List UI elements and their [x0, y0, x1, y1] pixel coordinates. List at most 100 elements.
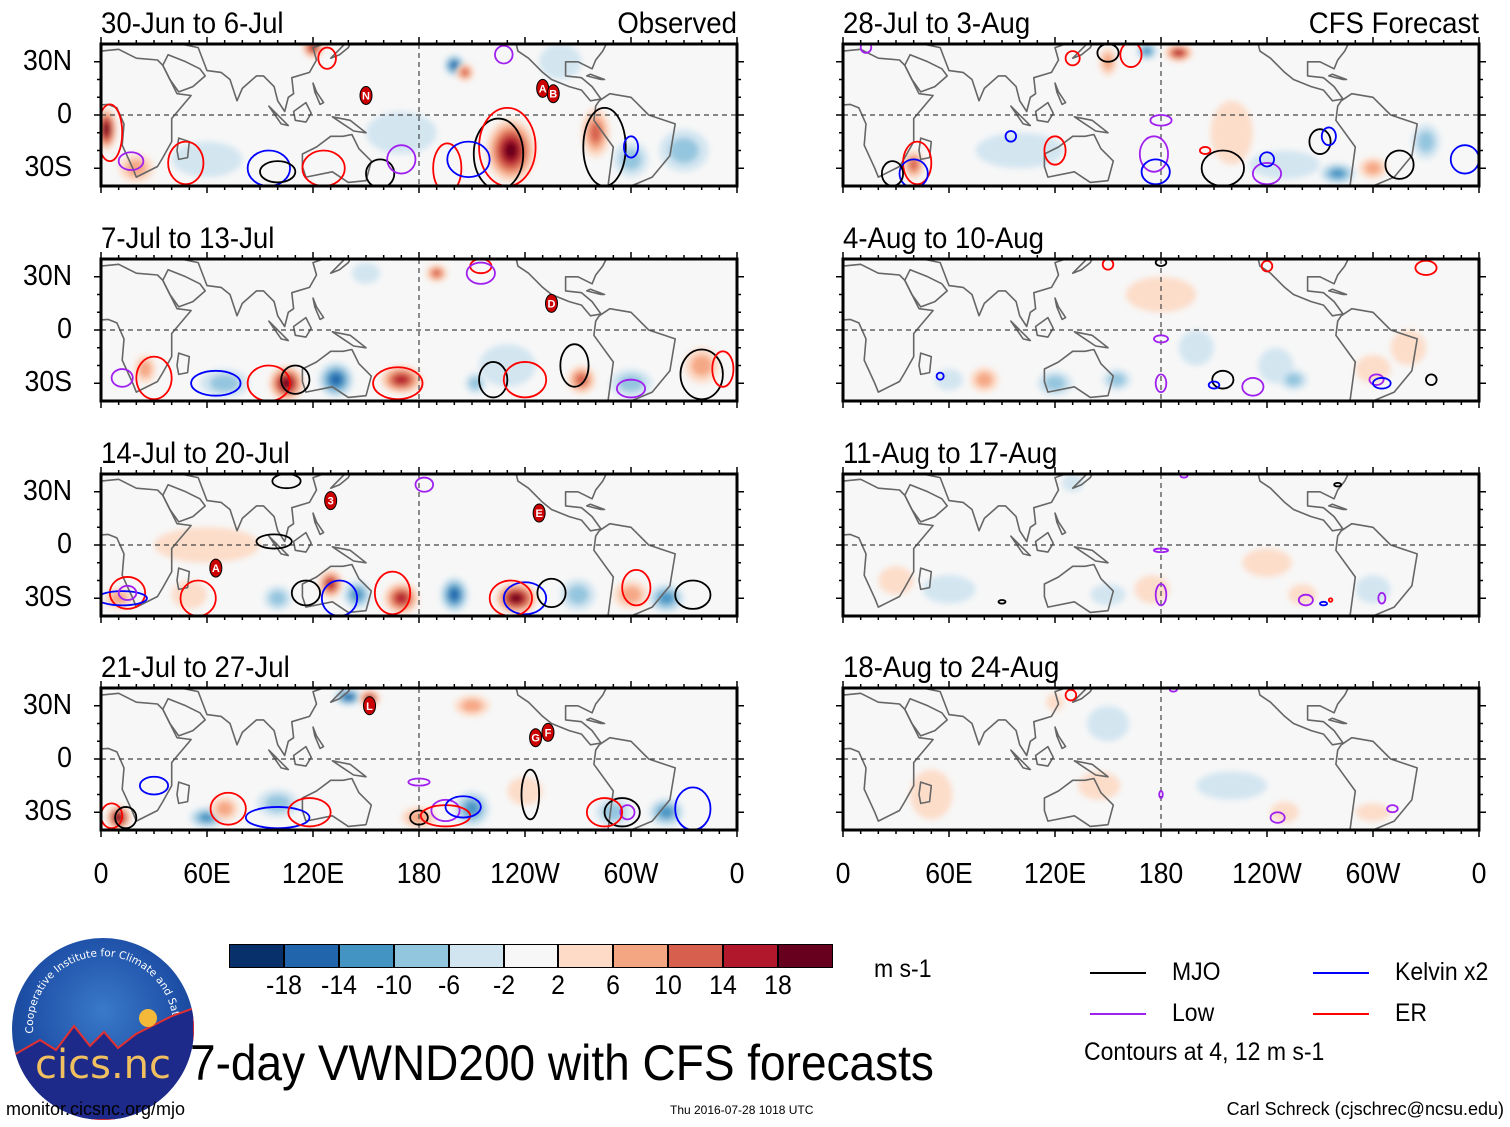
anomaly-blob [380, 365, 423, 394]
storm-label: E [535, 508, 542, 520]
coastline-africa [101, 692, 192, 822]
coastline-australia [1043, 133, 1115, 184]
coastline-samerica [593, 736, 677, 830]
coastline-arabia [161, 483, 206, 523]
anomaly-blob [934, 369, 964, 391]
contour-low [1149, 114, 1173, 127]
panel-title: 14-Jul to 20-Jul [101, 437, 290, 470]
map-plot [836, 467, 1486, 623]
contour-kelvin-x2 [1372, 377, 1392, 390]
storm-marker[interactable]: G [529, 728, 543, 748]
anomaly-blob [268, 365, 305, 401]
contour-low [1168, 688, 1178, 693]
coastline-africa [101, 478, 192, 608]
anomaly-blob [1102, 369, 1131, 391]
contour-mjo [1200, 149, 1245, 186]
anomaly-blob [1358, 157, 1388, 179]
coastline-philippines [1054, 726, 1067, 750]
storm-marker[interactable]: E [532, 503, 546, 523]
contour-er [432, 142, 463, 186]
lon-tick-label: 0 [835, 858, 851, 890]
storm-marker[interactable]: D [545, 293, 558, 313]
panel-tag: Observed [617, 7, 737, 40]
coastline-newguinea [1073, 331, 1109, 349]
coastline-australia [1043, 563, 1115, 614]
anomaly-blob [171, 580, 207, 609]
coastline-philippines [312, 297, 325, 321]
storm-marker[interactable]: F [541, 722, 555, 742]
anomaly-blob [1249, 150, 1320, 179]
lon-tick-label: 0 [93, 858, 109, 890]
coastline-africa [843, 478, 934, 608]
anomaly-blob [560, 578, 596, 611]
storm-label: 3 [328, 496, 334, 508]
storm-marker[interactable]: N [359, 85, 373, 105]
anomaly-blob [1355, 575, 1391, 604]
contour-kelvin-x2 [244, 806, 311, 830]
coastline-japan [329, 44, 351, 59]
coastline-asia [153, 474, 332, 543]
storm-marker[interactable]: 3 [324, 491, 338, 511]
lat-tick-label: 0 [57, 313, 72, 345]
main-title: 7-day VWND200 with CFS forecasts [190, 1035, 934, 1091]
coastline-africa [101, 48, 192, 178]
contour-er [488, 579, 533, 616]
lon-tick-label: 180 [1138, 858, 1184, 890]
contour-low [1368, 373, 1385, 386]
anomaly-blob [1279, 369, 1308, 391]
coastline-cuba [1327, 717, 1348, 725]
contour-low [117, 151, 145, 171]
contour-er [101, 103, 124, 163]
contour-er [1119, 44, 1143, 68]
coastline-borneo [1034, 101, 1054, 123]
storm-label: D [548, 298, 556, 310]
contour-er [621, 568, 652, 607]
anomaly-blob [383, 582, 420, 615]
coastline-australia [301, 777, 373, 828]
anomaly-blob [539, 44, 582, 80]
coastline-arabia [161, 268, 206, 308]
coastline-arabia [903, 268, 948, 308]
timestamp: Thu 2016-07-28 1018 UTC [670, 1103, 814, 1117]
anomaly-blob [684, 347, 720, 384]
coastline-madagascar [176, 781, 191, 805]
lat-tick-label: 30N [23, 688, 72, 721]
coastline-newguinea [331, 331, 367, 349]
anomaly-blob [479, 344, 536, 387]
lat-tick-label: 0 [57, 742, 72, 774]
coastline-newguinea [331, 116, 367, 134]
anomaly-blob [1178, 330, 1214, 366]
coastline-africa [843, 263, 934, 393]
storm-marker[interactable]: A [209, 558, 223, 578]
colorbar-unit: m s-1 [874, 955, 932, 983]
anomaly-blob [1134, 575, 1170, 604]
anomaly-blob [1037, 370, 1073, 396]
contour-kelvin-x2 [101, 590, 148, 607]
coastline-madagascar [918, 567, 933, 591]
contour-mjo [259, 160, 297, 184]
lon-tick-label: 60E [925, 858, 973, 890]
contour-mjo [409, 809, 429, 826]
contour-low [1158, 790, 1164, 799]
anomaly-blob [1355, 803, 1391, 822]
storm-marker[interactable]: B [546, 84, 560, 104]
coastline-newguinea [1073, 116, 1109, 134]
panel-title: 7-Jul to 13-Jul [101, 222, 275, 255]
source-url[interactable]: monitor.cicsnc.org/mjo [6, 1099, 186, 1119]
contour-low [430, 798, 461, 823]
coastline-namerica [515, 259, 608, 317]
logo-mountains [12, 1006, 194, 1120]
coastline-africa [843, 48, 934, 178]
contour-kelvin-x2 [190, 369, 242, 397]
storm-marker[interactable]: L [363, 696, 377, 716]
coastline-newguinea [331, 546, 367, 564]
coastline-australia [1043, 777, 1115, 828]
contour-er [711, 350, 735, 388]
legend-line-er [1313, 1013, 1369, 1015]
anomaly-blob [648, 584, 684, 613]
anomaly-blob [351, 262, 381, 284]
anomaly-blob [567, 365, 596, 394]
contour-mjo [271, 474, 302, 490]
contour-low [117, 584, 138, 601]
colorbar-label: -6 [437, 970, 460, 1000]
